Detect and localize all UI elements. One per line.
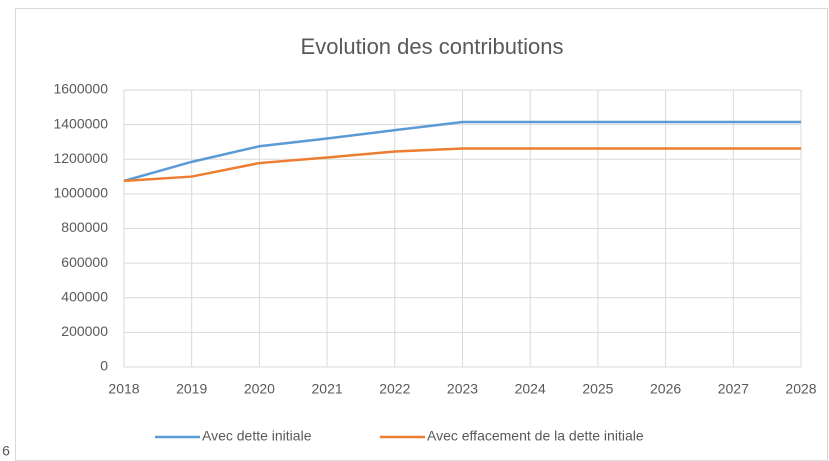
y-tick-label: 1000000 [53, 185, 108, 201]
y-tick-label: 200000 [61, 323, 108, 339]
x-tick-label: 2027 [718, 381, 749, 397]
x-tick-label: 2028 [785, 381, 816, 397]
y-tick-label: 0 [100, 358, 108, 374]
x-tick-label: 2020 [244, 381, 275, 397]
x-tick-label: 2018 [108, 381, 139, 397]
x-tick-label: 2025 [582, 381, 613, 397]
margin-text: 6 [2, 443, 10, 459]
x-tick-label: 2024 [515, 381, 546, 397]
y-tick-label: 400000 [61, 288, 108, 304]
y-tick-label: 600000 [61, 254, 108, 270]
line [123, 147, 801, 183]
y-tick-label: 1200000 [53, 150, 108, 166]
chart-border [15, 8, 828, 461]
x-tick-label: 2023 [447, 381, 478, 397]
x-tick-label: 2021 [312, 381, 343, 397]
legend-label: Avec dette initiale [202, 428, 312, 444]
x-tick-label: 2022 [379, 381, 410, 397]
y-tick-label: 800000 [61, 219, 108, 235]
chart-title: Evolution des contributions [301, 34, 564, 59]
line [123, 120, 801, 183]
x-tick-label: 2019 [176, 381, 207, 397]
y-tick-label: 1600000 [53, 81, 108, 97]
legend-label: Avec effacement de la dette initiale [427, 428, 644, 444]
y-tick-label: 1400000 [53, 115, 108, 131]
x-tick-label: 2026 [650, 381, 681, 397]
